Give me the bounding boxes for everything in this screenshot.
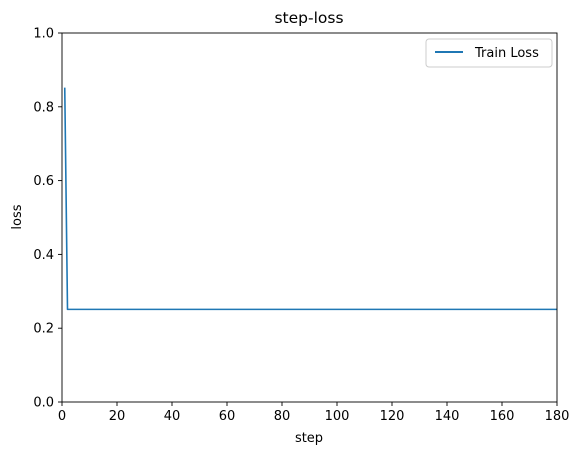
series-line-train-loss (63, 87, 557, 311)
y-tick-label: 0.2 (33, 322, 54, 337)
x-axis: 0 20 40 60 80 100 120 140 160 180 (58, 402, 570, 424)
legend-box (425, 38, 553, 68)
y-tick-label: 0.6 (33, 174, 54, 189)
legend-label-train-loss: Train Loss (474, 46, 539, 61)
legend: Train Loss (425, 38, 553, 68)
x-axis-label: step (295, 431, 323, 446)
y-axis: 0.0 0.2 0.4 0.6 0.8 1.0 (33, 27, 62, 411)
x-tick-label: 80 (274, 409, 291, 424)
x-tick-label: 100 (325, 409, 350, 424)
chart-title: step-loss (274, 9, 343, 27)
x-tick-label: 160 (490, 409, 515, 424)
y-tick-label: 1.0 (33, 27, 54, 42)
y-tick-label: 0.8 (33, 100, 54, 115)
plot-frame (61, 32, 558, 403)
x-tick-label: 180 (545, 409, 570, 424)
y-axis-label: loss (10, 204, 25, 229)
x-tick-label: 60 (219, 409, 236, 424)
y-tick-label: 0.4 (33, 248, 54, 263)
x-tick-label: 140 (435, 409, 460, 424)
plot-area (61, 32, 558, 403)
x-tick-label: 40 (164, 409, 181, 424)
x-tick-label: 120 (380, 409, 405, 424)
y-tick-label: 0.0 (33, 396, 54, 411)
x-tick-label: 20 (109, 409, 126, 424)
x-tick-label: 0 (58, 409, 66, 424)
